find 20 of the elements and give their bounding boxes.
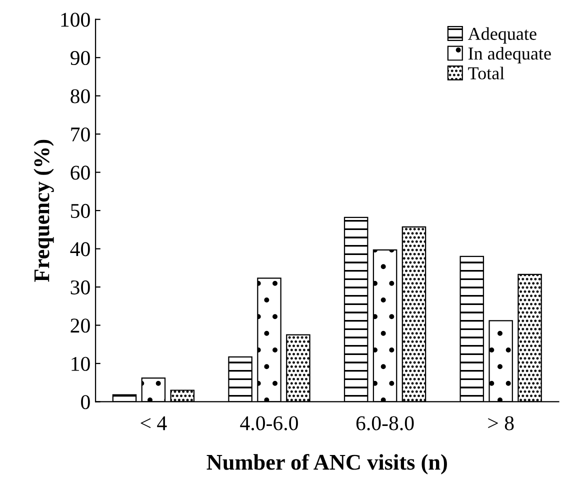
y-tick-label: 90 [70, 50, 90, 66]
x-tick-label: > 8 [488, 416, 514, 430]
y-tick-label: 10 [72, 356, 90, 371]
y-tick-label: 50 [71, 204, 90, 218]
y-tick-label: 40 [70, 242, 90, 256]
y-tick-label: 70 [71, 127, 90, 142]
y-axis-title: Frequency (%) [34, 140, 54, 282]
y-tick-label: 100 [61, 12, 90, 27]
y-tick-label: 30 [70, 280, 90, 294]
y-tick-label: 20 [70, 318, 90, 333]
y-tick-label: 80 [70, 89, 90, 104]
legend-label: Total [468, 66, 504, 80]
legend-label: Adequate [468, 27, 536, 44]
y-tick-label: 0 [81, 395, 90, 410]
x-axis-title: Number of ANC visits (n) [206, 454, 447, 474]
x-tick-label: 4.0-6.0 [240, 416, 298, 430]
y-tick-label: 60 [70, 166, 90, 180]
legend-label: In adequate [468, 46, 551, 64]
x-tick-label: < 4 [140, 416, 167, 430]
x-tick-label: 6.0-8.0 [356, 416, 414, 430]
